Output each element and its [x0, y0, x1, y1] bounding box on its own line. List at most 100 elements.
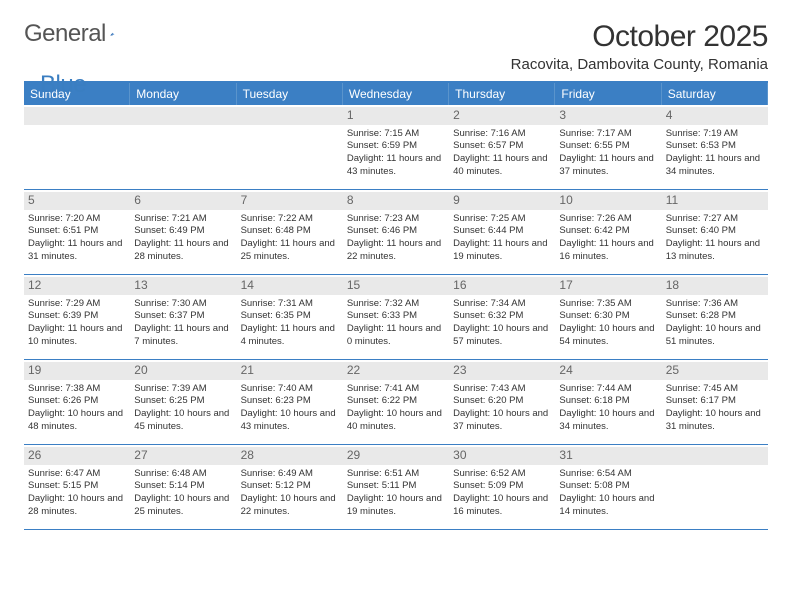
day-header: Friday	[555, 83, 661, 105]
sunrise-line: Sunrise: 7:29 AM	[28, 298, 126, 310]
daylight-line: Daylight: 11 hours and 31 minutes.	[28, 238, 126, 263]
sunset-line: Sunset: 6:48 PM	[241, 225, 339, 237]
day-cell: 21Sunrise: 7:40 AMSunset: 6:23 PMDayligh…	[237, 360, 343, 445]
daylight-line: Daylight: 10 hours and 57 minutes.	[453, 323, 551, 348]
sunrise-line: Sunrise: 7:41 AM	[347, 383, 445, 395]
sunrise-line: Sunrise: 7:20 AM	[28, 213, 126, 225]
day-cell: 3Sunrise: 7:17 AMSunset: 6:55 PMDaylight…	[555, 105, 661, 190]
sunrise-line: Sunrise: 7:25 AM	[453, 213, 551, 225]
day-cell: 23Sunrise: 7:43 AMSunset: 6:20 PMDayligh…	[449, 360, 555, 445]
empty-cell	[237, 105, 343, 190]
sunset-line: Sunset: 6:57 PM	[453, 140, 551, 152]
day-number: 1	[343, 107, 449, 125]
empty-cell	[130, 105, 236, 190]
day-number: 23	[449, 362, 555, 380]
day-cell: 27Sunrise: 6:48 AMSunset: 5:14 PMDayligh…	[130, 445, 236, 530]
day-cell: 29Sunrise: 6:51 AMSunset: 5:11 PMDayligh…	[343, 445, 449, 530]
sunrise-line: Sunrise: 6:54 AM	[559, 468, 657, 480]
sunset-line: Sunset: 5:11 PM	[347, 480, 445, 492]
sunset-line: Sunset: 6:25 PM	[134, 395, 232, 407]
sunset-line: Sunset: 6:40 PM	[666, 225, 764, 237]
daylight-line: Daylight: 11 hours and 40 minutes.	[453, 153, 551, 178]
sunrise-line: Sunrise: 7:35 AM	[559, 298, 657, 310]
sunset-line: Sunset: 5:15 PM	[28, 480, 126, 492]
day-cell: 30Sunrise: 6:52 AMSunset: 5:09 PMDayligh…	[449, 445, 555, 530]
month-title: October 2025	[511, 20, 768, 54]
sunset-line: Sunset: 6:35 PM	[241, 310, 339, 322]
daylight-line: Daylight: 10 hours and 34 minutes.	[559, 408, 657, 433]
daylight-line: Daylight: 10 hours and 54 minutes.	[559, 323, 657, 348]
day-cell: 7Sunrise: 7:22 AMSunset: 6:48 PMDaylight…	[237, 190, 343, 275]
daylight-line: Daylight: 11 hours and 16 minutes.	[559, 238, 657, 263]
sunrise-line: Sunrise: 7:31 AM	[241, 298, 339, 310]
daylight-line: Daylight: 11 hours and 10 minutes.	[28, 323, 126, 348]
sunrise-line: Sunrise: 7:23 AM	[347, 213, 445, 225]
day-cell: 18 Sunrise: 7:36 AMSunset: 6:28 PMDayligh…	[662, 275, 768, 360]
daylight-line: Daylight: 11 hours and 13 minutes.	[666, 238, 764, 263]
sunrise-line: Sunrise: 7:34 AM	[453, 298, 551, 310]
day-number: 14	[237, 277, 343, 295]
day-number: 29	[343, 447, 449, 465]
day-number: 18	[662, 277, 768, 295]
day-number: 16	[449, 277, 555, 295]
sunset-line: Sunset: 6:59 PM	[347, 140, 445, 152]
day-number: 17	[555, 277, 661, 295]
daylight-line: Daylight: 10 hours and 25 minutes.	[134, 493, 232, 518]
sunset-line: Sunset: 5:09 PM	[453, 480, 551, 492]
daylight-line: Daylight: 11 hours and 25 minutes.	[241, 238, 339, 263]
day-number: 31	[555, 447, 661, 465]
day-number: 2	[449, 107, 555, 125]
day-number: 8	[343, 192, 449, 210]
sunset-line: Sunset: 6:20 PM	[453, 395, 551, 407]
daylight-line: Daylight: 11 hours and 22 minutes.	[347, 238, 445, 263]
day-number: 10	[555, 192, 661, 210]
day-number: 24	[555, 362, 661, 380]
sunset-line: Sunset: 6:26 PM	[28, 395, 126, 407]
day-header: Wednesday	[343, 83, 449, 105]
sunrise-line: Sunrise: 6:48 AM	[134, 468, 232, 480]
sunrise-line: Sunrise: 7:17 AM	[559, 128, 657, 140]
sunrise-line: Sunrise: 7:15 AM	[347, 128, 445, 140]
day-number: 28	[237, 447, 343, 465]
sunrise-line: Sunrise: 7:21 AM	[134, 213, 232, 225]
sunset-line: Sunset: 6:30 PM	[559, 310, 657, 322]
sunrise-line: Sunrise: 7:27 AM	[666, 213, 764, 225]
sunset-line: Sunset: 6:51 PM	[28, 225, 126, 237]
sunrise-line: Sunrise: 7:19 AM	[666, 128, 764, 140]
day-cell: 11 Sunrise: 7:27 AMSunset: 6:40 PMDayligh…	[662, 190, 768, 275]
sunset-line: Sunset: 6:53 PM	[666, 140, 764, 152]
day-cell: 13Sunrise: 7:30 AMSunset: 6:37 PMDayligh…	[130, 275, 236, 360]
day-number: 13	[130, 277, 236, 295]
day-cell: 15Sunrise: 7:32 AMSunset: 6:33 PMDayligh…	[343, 275, 449, 360]
logo-triangle-icon	[110, 24, 115, 44]
logo-word1: General	[24, 20, 106, 48]
sunset-line: Sunset: 6:46 PM	[347, 225, 445, 237]
day-cell: 5 Sunrise: 7:20 AMSunset: 6:51 PMDaylight…	[24, 190, 130, 275]
sunset-line: Sunset: 6:42 PM	[559, 225, 657, 237]
day-cell: 24Sunrise: 7:44 AMSunset: 6:18 PMDayligh…	[555, 360, 661, 445]
day-number: 25	[662, 362, 768, 380]
sunset-line: Sunset: 6:22 PM	[347, 395, 445, 407]
sunrise-line: Sunrise: 7:22 AM	[241, 213, 339, 225]
day-number: 22	[343, 362, 449, 380]
daylight-line: Daylight: 10 hours and 14 minutes.	[559, 493, 657, 518]
day-number: 11	[662, 192, 768, 210]
day-number: 5	[24, 192, 130, 210]
day-number: 4	[662, 107, 768, 125]
day-number: 27	[130, 447, 236, 465]
daylight-line: Daylight: 10 hours and 45 minutes.	[134, 408, 232, 433]
day-cell: 19Sunrise: 7:38 AMSunset: 6:26 PMDayligh…	[24, 360, 130, 445]
sunrise-line: Sunrise: 7:40 AM	[241, 383, 339, 395]
daylight-line: Daylight: 10 hours and 51 minutes.	[666, 323, 764, 348]
day-cell: 9Sunrise: 7:25 AMSunset: 6:44 PMDaylight…	[449, 190, 555, 275]
day-cell: 10Sunrise: 7:26 AMSunset: 6:42 PMDayligh…	[555, 190, 661, 275]
sunrise-line: Sunrise: 6:52 AM	[453, 468, 551, 480]
day-cell: 31Sunrise: 6:54 AMSunset: 5:08 PMDayligh…	[555, 445, 661, 530]
sunset-line: Sunset: 6:28 PM	[666, 310, 764, 322]
day-header: Thursday	[449, 83, 555, 105]
sunrise-line: Sunrise: 7:36 AM	[666, 298, 764, 310]
sunrise-line: Sunrise: 7:30 AM	[134, 298, 232, 310]
sunset-line: Sunset: 6:39 PM	[28, 310, 126, 322]
day-number: 20	[130, 362, 236, 380]
sunrise-line: Sunrise: 7:44 AM	[559, 383, 657, 395]
